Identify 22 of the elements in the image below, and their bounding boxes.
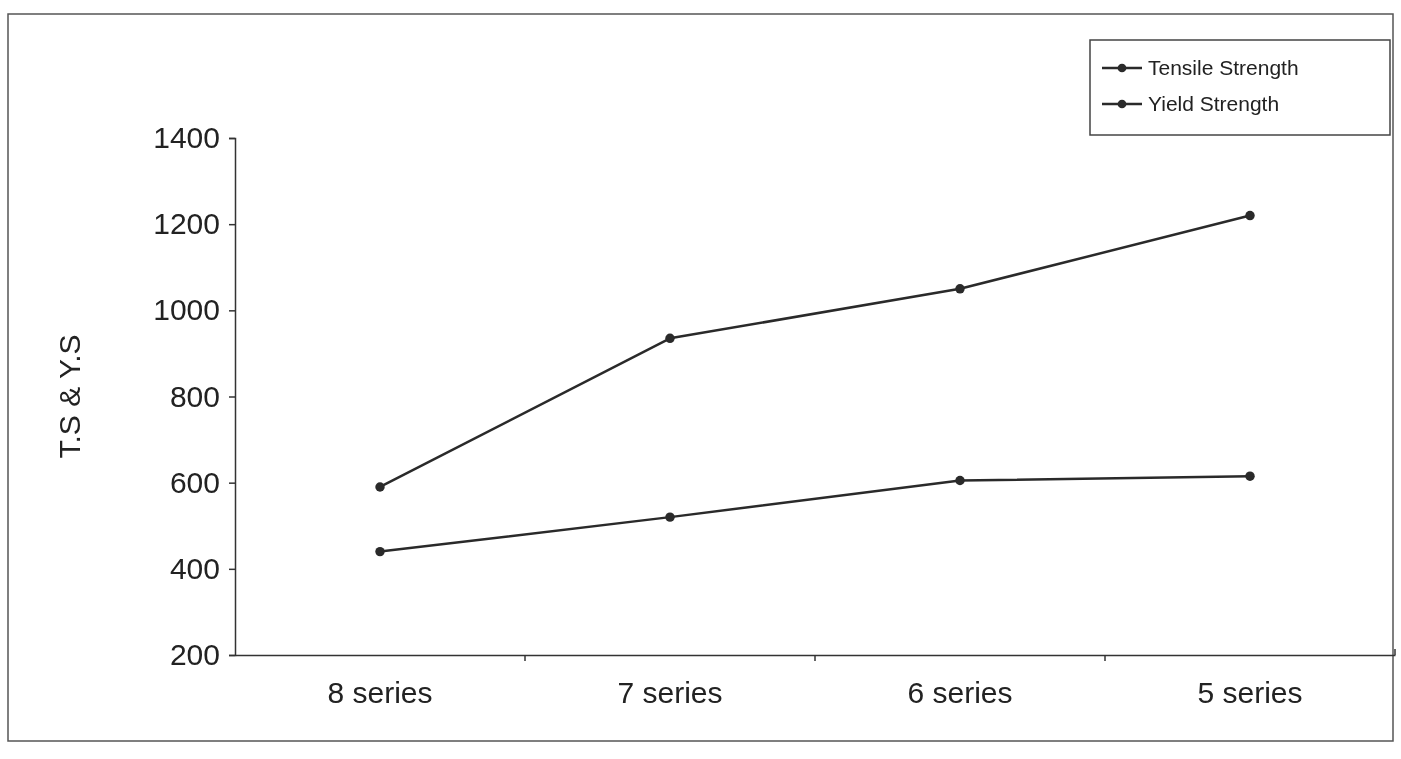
legend-label: Yield Strength <box>1148 92 1280 115</box>
x-tick-label: 6 series <box>907 676 1013 709</box>
y-tick-label: 600 <box>169 465 220 499</box>
x-tick-label: 5 series <box>1197 676 1303 709</box>
point <box>1245 210 1255 221</box>
x-tick-label: 8 series <box>327 676 433 709</box>
point <box>665 333 675 344</box>
y-tick-label: 400 <box>169 551 220 585</box>
point <box>375 546 385 557</box>
point <box>1245 471 1255 481</box>
point <box>375 482 385 492</box>
y-tick-label: 800 <box>169 379 220 413</box>
y-tick-label: 1200 <box>153 207 220 241</box>
point <box>665 512 675 522</box>
y-tick-label: 200 <box>169 638 220 672</box>
legend-label: Tensile Strength <box>1148 56 1299 79</box>
y-tick-label: 1400 <box>153 121 220 155</box>
point <box>955 284 965 294</box>
y-axis-title: T.S & Y.S <box>53 334 86 459</box>
y-tick-label: 1000 <box>153 293 220 327</box>
point <box>955 475 965 486</box>
x-tick-label: 7 series <box>617 676 723 709</box>
